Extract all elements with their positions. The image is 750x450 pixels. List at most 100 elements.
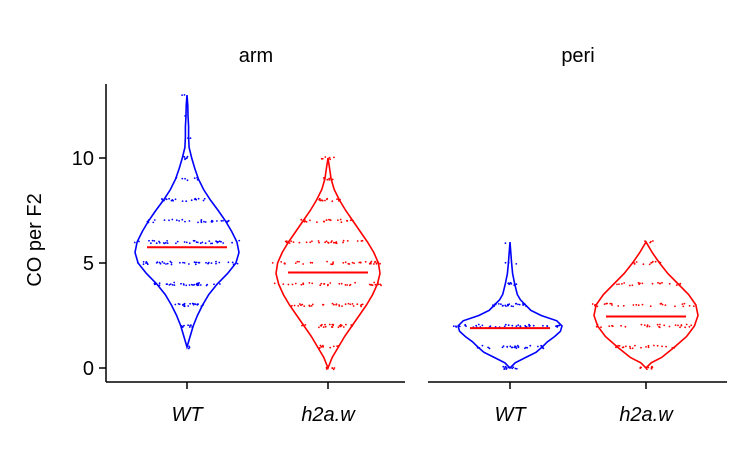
data-point [303,218,306,221]
data-point [515,263,518,265]
data-point [671,347,674,349]
data-point [172,199,175,202]
data-point [541,346,544,349]
data-point [174,303,177,306]
data-point [322,344,324,347]
data-point [522,302,524,305]
data-point [504,261,507,264]
data-point [661,345,663,348]
data-point [373,263,375,265]
data-point [171,218,174,221]
data-point [331,200,334,203]
data-point [204,242,207,245]
data-point [373,281,376,284]
data-point [684,326,686,329]
data-point [203,197,206,200]
data-point [349,303,352,306]
data-point [478,347,481,349]
data-point [195,261,198,264]
data-point [291,304,293,307]
data-point [351,261,354,264]
data-point [692,305,695,307]
data-point [524,303,526,306]
data-point [205,284,208,287]
data-point [215,262,217,265]
data-point [515,302,518,305]
data-point [318,347,321,349]
data-point [188,346,191,349]
data-point [193,283,196,286]
data-point [193,177,196,180]
data-point [216,240,219,243]
data-point [158,282,161,285]
data-point [326,260,328,263]
x-tick-label-arm-h2a.w: h2a.w [301,404,356,426]
data-point [319,199,322,202]
data-point [187,137,189,140]
data-point [322,177,325,179]
data-point [349,219,352,222]
data-point [591,303,594,305]
data-point [164,241,167,244]
data-point [303,220,306,223]
data-point [616,283,618,286]
data-point [311,240,313,243]
data-point [184,115,187,117]
data-point [326,198,328,201]
data-point [502,365,505,368]
data-point [208,240,211,243]
data-point [333,156,335,159]
data-point [215,260,217,263]
data-point [202,199,205,202]
data-point [163,262,166,264]
data-point [192,284,195,286]
data-point [175,219,178,222]
data-point [368,262,371,265]
data-point [595,325,598,328]
data-point [183,241,186,243]
data-point [515,283,518,286]
data-point [334,241,337,244]
data-point [338,305,341,307]
data-point [377,282,379,284]
data-point [685,323,688,326]
data-point [294,282,297,285]
data-point [501,346,504,349]
data-point [371,284,374,287]
data-point [631,284,634,287]
data-point [308,304,311,307]
data-point [305,221,308,223]
data-point [330,263,332,266]
x-tick-label-arm-WT: WT [171,404,204,426]
data-point [329,282,332,284]
data-point [194,261,197,264]
data-point [653,344,655,347]
data-point [335,303,337,306]
data-point [654,260,657,263]
data-point [628,284,631,287]
data-point [690,324,693,327]
data-point [507,324,510,327]
data-point [329,219,332,222]
data-point [335,242,338,245]
data-point [623,282,626,284]
data-point [347,262,350,265]
data-point [171,284,174,286]
data-point [657,281,659,284]
data-point [464,323,467,326]
data-point [542,324,544,327]
data-point [649,305,652,308]
data-point [644,240,646,243]
data-point [352,305,355,307]
data-point [502,304,504,307]
data-point [227,219,230,222]
data-point [146,220,149,223]
data-point [340,221,343,224]
data-point [558,324,561,327]
data-point [632,304,635,306]
data-point [356,240,359,242]
data-point [293,304,296,307]
data-point [183,305,186,308]
data-point [492,304,494,306]
data-point [227,261,230,264]
